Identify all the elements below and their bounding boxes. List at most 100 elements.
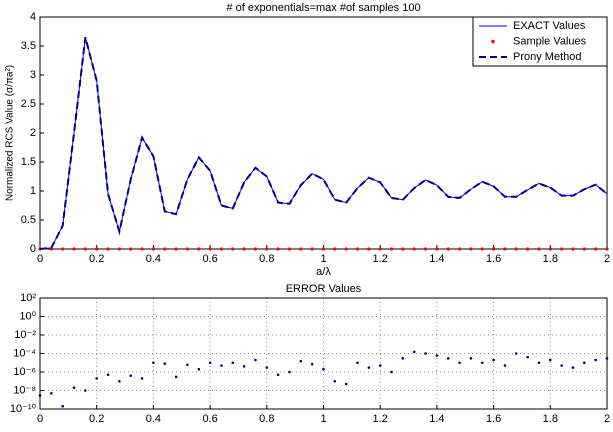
y-axis-label: Normalized RCS Value (σ/πa²) bbox=[5, 65, 16, 201]
data-point bbox=[367, 366, 371, 369]
y-tick-label: 10⁻⁴ bbox=[13, 347, 36, 359]
data-point bbox=[514, 247, 518, 251]
data-point bbox=[401, 247, 405, 251]
data-point bbox=[38, 394, 42, 397]
data-point bbox=[549, 358, 552, 362]
data-point bbox=[253, 247, 258, 251]
data-point bbox=[185, 247, 190, 251]
legend-label: Sample Values bbox=[513, 35, 587, 47]
data-point bbox=[50, 391, 53, 395]
x-tick-label: 0.8 bbox=[259, 253, 274, 265]
data-point bbox=[288, 370, 291, 374]
x-tick-label: 1.8 bbox=[543, 253, 558, 265]
data-point bbox=[186, 363, 189, 367]
data-point bbox=[174, 247, 178, 251]
data-point bbox=[197, 247, 201, 251]
x-tick-label: 0.4 bbox=[146, 253, 161, 265]
data-point bbox=[571, 247, 575, 251]
y-tick-label: 10⁻¹⁰ bbox=[10, 403, 37, 415]
y-tick-label: 1 bbox=[30, 185, 36, 197]
data-point bbox=[582, 247, 586, 251]
data-point bbox=[61, 247, 65, 251]
x-axis-label: a/λ bbox=[316, 266, 331, 278]
data-point bbox=[129, 374, 133, 377]
data-point bbox=[321, 247, 326, 251]
data-point bbox=[537, 361, 541, 365]
data-point bbox=[446, 247, 450, 251]
x-tick-label: 2 bbox=[604, 253, 610, 265]
data-point bbox=[458, 361, 461, 365]
data-point bbox=[106, 373, 110, 377]
data-point bbox=[220, 364, 223, 367]
x-tick-label: 1.6 bbox=[486, 253, 501, 265]
data-point bbox=[208, 361, 212, 365]
data-point bbox=[605, 357, 609, 360]
data-point bbox=[492, 358, 495, 362]
data-point bbox=[435, 247, 439, 251]
x-tick-label: 1.2 bbox=[373, 413, 388, 425]
data-point bbox=[72, 386, 76, 390]
data-point bbox=[594, 358, 597, 362]
chart-title: ERROR Values bbox=[286, 283, 362, 295]
x-tick-label: 1.8 bbox=[543, 413, 558, 425]
y-tick-label: 1.5 bbox=[21, 156, 36, 168]
data-point bbox=[276, 247, 280, 251]
data-point bbox=[197, 367, 201, 371]
y-tick-label: 10⁰ bbox=[19, 310, 36, 322]
data-point bbox=[117, 247, 121, 251]
data-point bbox=[140, 247, 144, 251]
x-tick-label: 0.2 bbox=[89, 413, 104, 425]
y-tick-label: 3 bbox=[30, 69, 36, 81]
x-tick-label: 0.8 bbox=[259, 413, 274, 425]
data-point bbox=[242, 247, 246, 251]
y-tick-label: 0.5 bbox=[21, 214, 36, 226]
x-tick-label: 1.4 bbox=[429, 253, 444, 265]
data-point bbox=[401, 357, 405, 360]
data-point bbox=[605, 247, 609, 251]
data-point bbox=[548, 247, 552, 251]
data-point bbox=[333, 247, 337, 251]
data-point bbox=[310, 362, 314, 366]
data-point bbox=[344, 382, 348, 386]
data-point bbox=[242, 365, 246, 368]
data-point bbox=[435, 354, 439, 357]
data-point bbox=[310, 247, 314, 251]
data-point bbox=[594, 247, 598, 251]
axis-box bbox=[39, 297, 608, 410]
x-tick-label: 2 bbox=[604, 413, 610, 425]
data-point bbox=[265, 366, 269, 369]
data-point bbox=[231, 247, 235, 251]
data-point bbox=[389, 247, 394, 251]
data-point bbox=[118, 379, 121, 383]
data-point bbox=[503, 247, 507, 251]
x-tick-label: 1.2 bbox=[373, 253, 388, 265]
legend-label: EXACT Values bbox=[513, 20, 586, 32]
data-point bbox=[287, 247, 292, 251]
data-point bbox=[526, 355, 529, 359]
data-point bbox=[276, 373, 280, 377]
data-point bbox=[355, 247, 360, 251]
data-point bbox=[492, 247, 496, 251]
x-tick-label: 0.6 bbox=[202, 413, 217, 425]
x-tick-label: 1.4 bbox=[429, 413, 444, 425]
y-tick-label: 10⁻⁸ bbox=[13, 384, 36, 396]
data-point bbox=[95, 377, 98, 380]
y-tick-label: 2.5 bbox=[21, 98, 36, 110]
x-tick-label: 0 bbox=[37, 413, 43, 425]
y-tick-label: 10² bbox=[20, 292, 36, 304]
data-point bbox=[219, 247, 224, 251]
data-point bbox=[583, 361, 586, 365]
data-point bbox=[344, 247, 348, 251]
data-point bbox=[140, 377, 144, 380]
data-point bbox=[174, 375, 178, 379]
data-point bbox=[367, 247, 371, 251]
data-point bbox=[526, 247, 530, 251]
data-point bbox=[333, 379, 337, 383]
data-point bbox=[560, 247, 564, 251]
data-point bbox=[378, 364, 382, 367]
data-point bbox=[457, 247, 462, 251]
data-point bbox=[163, 247, 167, 251]
data-point bbox=[469, 247, 473, 251]
data-point bbox=[231, 361, 235, 365]
